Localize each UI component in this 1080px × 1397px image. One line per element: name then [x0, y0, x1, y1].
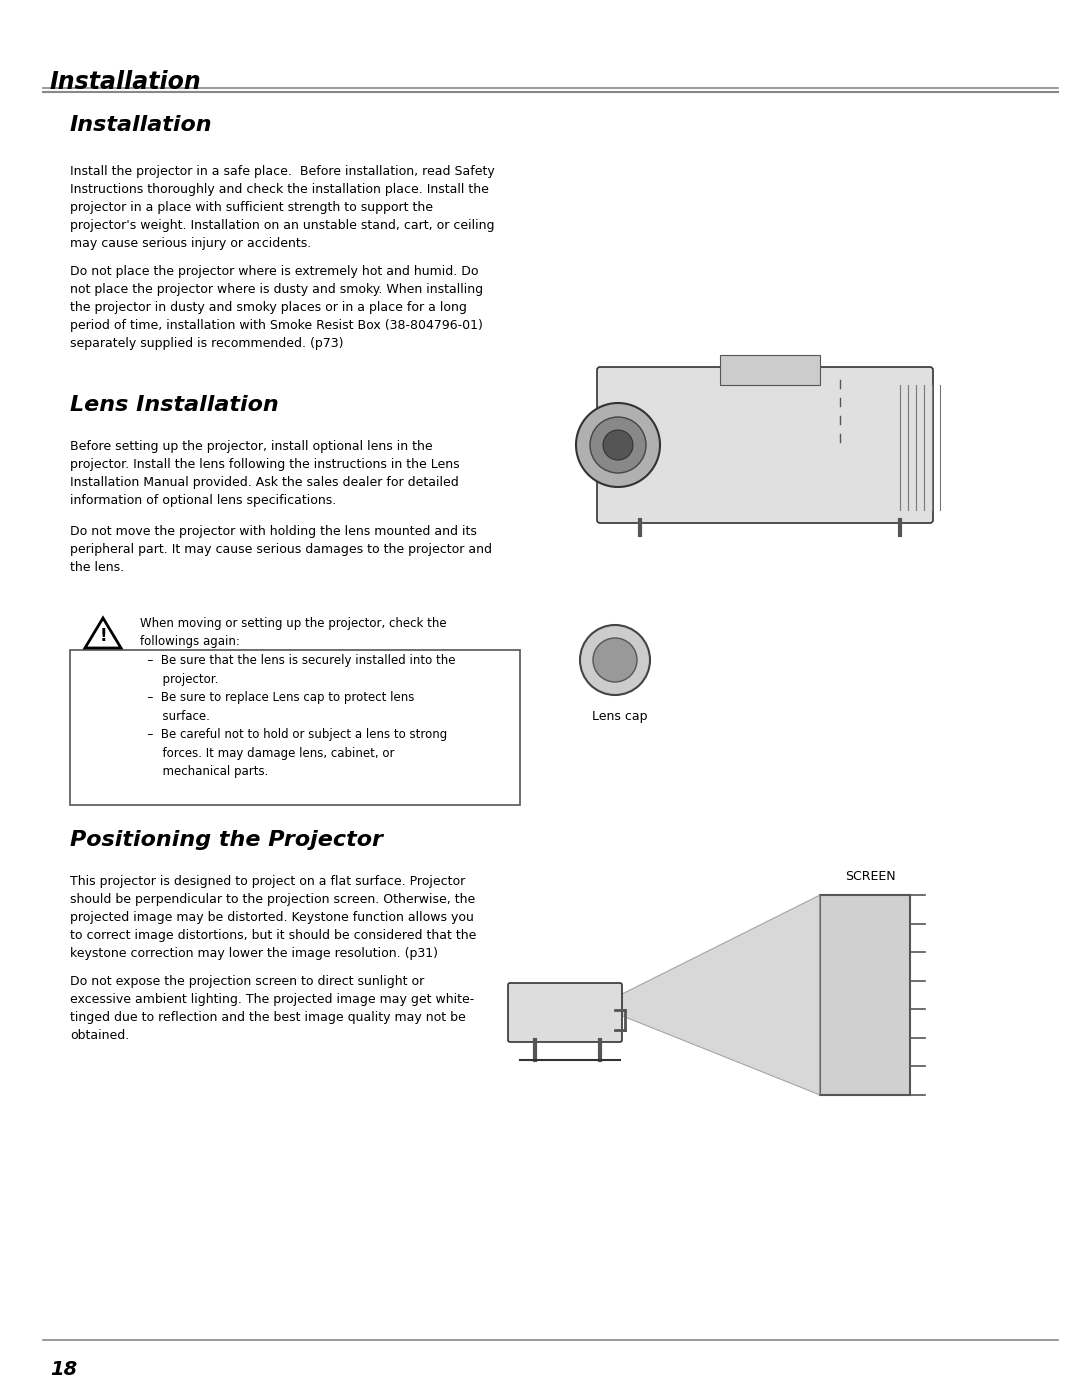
FancyBboxPatch shape	[508, 983, 622, 1042]
FancyBboxPatch shape	[597, 367, 933, 522]
FancyBboxPatch shape	[70, 650, 519, 805]
Text: Do not move the projector with holding the lens mounted and its
peripheral part.: Do not move the projector with holding t…	[70, 525, 492, 574]
Circle shape	[593, 638, 637, 682]
Text: 18: 18	[50, 1361, 78, 1379]
Text: Installation: Installation	[70, 115, 213, 136]
FancyBboxPatch shape	[720, 355, 820, 386]
Text: Do not place the projector where is extremely hot and humid. Do
not place the pr: Do not place the projector where is extr…	[70, 265, 483, 351]
Text: Do not expose the projection screen to direct sunlight or
excessive ambient ligh: Do not expose the projection screen to d…	[70, 975, 474, 1042]
Text: Lens Installation: Lens Installation	[70, 395, 279, 415]
FancyBboxPatch shape	[820, 895, 910, 1095]
Circle shape	[590, 416, 646, 474]
Circle shape	[603, 430, 633, 460]
Circle shape	[576, 402, 660, 488]
Text: Lens cap: Lens cap	[592, 710, 648, 724]
Text: Before setting up the projector, install optional lens in the
projector. Install: Before setting up the projector, install…	[70, 440, 460, 507]
Text: When moving or setting up the projector, check the
followings again:
  –  Be sur: When moving or setting up the projector,…	[140, 617, 456, 778]
Text: Install the projector in a safe place.  Before installation, read Safety
Instruc: Install the projector in a safe place. B…	[70, 165, 495, 250]
Text: Installation: Installation	[50, 70, 202, 94]
Text: SCREEN: SCREEN	[845, 870, 895, 883]
Text: This projector is designed to project on a flat surface. Projector
should be per: This projector is designed to project on…	[70, 875, 476, 960]
Text: Positioning the Projector: Positioning the Projector	[70, 830, 383, 849]
Circle shape	[580, 624, 650, 694]
Polygon shape	[620, 895, 820, 1095]
Text: !: !	[99, 627, 107, 645]
